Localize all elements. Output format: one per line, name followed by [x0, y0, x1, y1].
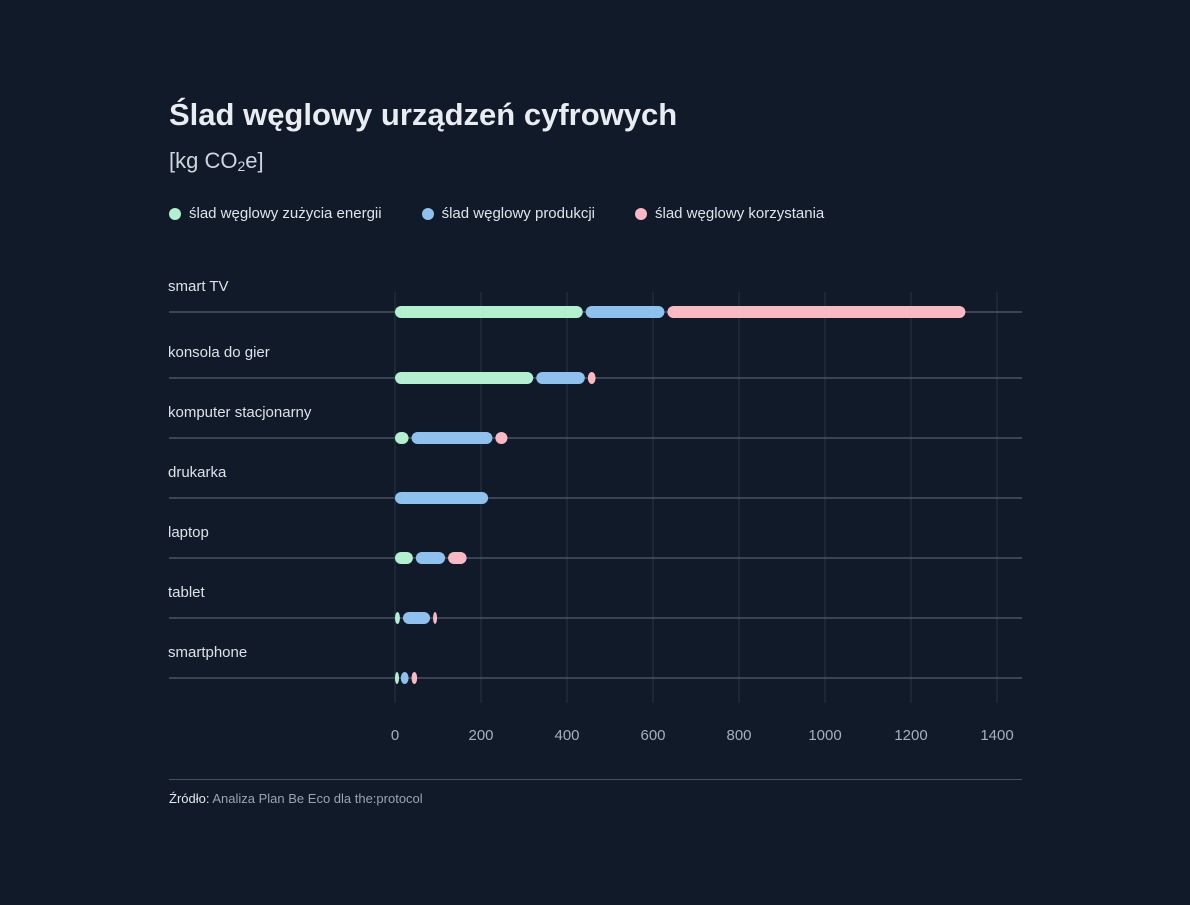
- category-label-laptop: laptop: [168, 524, 209, 541]
- bar-komputer-stacjonarny-energy: [395, 432, 409, 444]
- bar-drukarka-production: [395, 492, 489, 504]
- bar-tablet-energy: [395, 612, 400, 624]
- legend-swatch-production: [421, 207, 434, 220]
- legend-item-production: ślad węglowy produkcji: [421, 205, 595, 222]
- footer-divider: [169, 779, 1022, 780]
- legend-swatch-energy: [169, 207, 181, 220]
- legend-swatch-usage: [635, 207, 647, 220]
- x-tick-label-1200: 1200: [894, 727, 927, 744]
- x-tick-label-200: 200: [468, 727, 493, 744]
- bar-tablet-production: [402, 612, 431, 624]
- bar-laptop-energy: [395, 552, 413, 564]
- x-tick-label-0: 0: [391, 727, 399, 744]
- category-label-konsola-do-gier: konsola do gier: [168, 344, 270, 361]
- bar-komputer-stacjonarny-production: [411, 432, 493, 444]
- unit-label: [kg CO2e]: [169, 148, 264, 174]
- x-tick-label-400: 400: [554, 727, 579, 744]
- x-tick-label-600: 600: [640, 727, 665, 744]
- bar-komputer-stacjonarny-usage: [495, 432, 508, 444]
- category-label-drukarka: drukarka: [168, 464, 227, 481]
- legend-item-usage: ślad węglowy korzystania: [635, 205, 824, 222]
- category-label-komputer-stacjonarny: komputer stacjonarny: [168, 404, 312, 421]
- legend-label-usage: ślad węglowy korzystania: [655, 205, 825, 222]
- bar-smartphone-energy: [395, 672, 399, 684]
- bar-konsola-do-gier-energy: [395, 372, 534, 384]
- bar-konsola-do-gier-production: [536, 372, 585, 384]
- legend-item-energy: ślad węglowy zużycia energii: [169, 205, 382, 222]
- bar-konsola-do-gier-usage: [587, 372, 596, 384]
- bar-laptop-production: [415, 552, 446, 564]
- bar-tablet-usage: [433, 612, 438, 624]
- bar-smartphone-usage: [411, 672, 418, 684]
- legend-label-energy: ślad węglowy zużycia energii: [189, 205, 382, 222]
- x-tick-label-1000: 1000: [808, 727, 841, 744]
- x-tick-label-800: 800: [726, 727, 751, 744]
- x-tick-label-1400: 1400: [980, 727, 1013, 744]
- bar-laptop-usage: [448, 552, 467, 564]
- bar-smart-tv-usage: [667, 306, 966, 318]
- bar-smart-tv-production: [585, 306, 665, 318]
- bar-smartphone-production: [400, 672, 409, 684]
- source-text: Analiza Plan Be Eco dla the:protocol: [212, 791, 423, 806]
- category-label-smart-tv: smart TV: [168, 278, 229, 295]
- chart-title: Ślad węglowy urządzeń cyfrowych: [169, 97, 678, 132]
- legend: ślad węglowy zużycia energii ślad węglow…: [169, 205, 824, 222]
- source-label: Źródło:: [169, 791, 210, 806]
- category-label-smartphone: smartphone: [168, 644, 247, 661]
- category-label-tablet: tablet: [168, 584, 206, 601]
- bar-smart-tv-energy: [395, 306, 583, 318]
- legend-label-production: ślad węglowy produkcji: [441, 205, 595, 222]
- source-note: Źródło: Analiza Plan Be Eco dla the:prot…: [169, 791, 423, 806]
